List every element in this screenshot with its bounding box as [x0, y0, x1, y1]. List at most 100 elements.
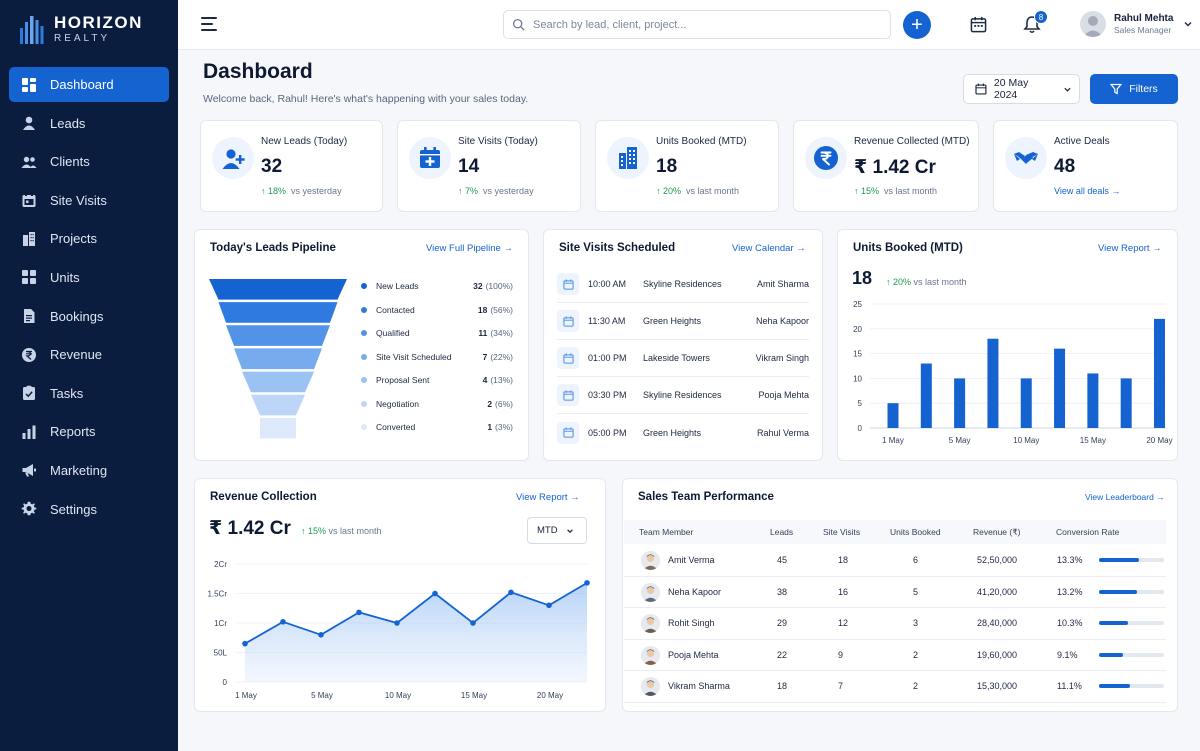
filters-button[interactable]: Filters [1090, 74, 1178, 104]
revenue-point[interactable] [470, 620, 476, 626]
visit-row[interactable]: 05:00 PM Green Heights Rahul Verma [557, 414, 809, 451]
stat-label: Revenue Collected (MTD) [854, 136, 970, 147]
sidebar-item-label: Bookings [50, 308, 104, 324]
sidebar-item-site-visits[interactable]: Site Visits [9, 183, 169, 218]
visit-row[interactable]: 03:30 PM Skyline Residences Pooja Mehta [557, 377, 809, 414]
sidebar-item-marketing[interactable]: Marketing [9, 453, 169, 488]
avatar [641, 614, 660, 634]
x-tick-label: 15 May [1080, 436, 1106, 445]
revenue-point[interactable] [546, 602, 552, 609]
y-tick-label: 50L [214, 649, 228, 658]
revenue-title: Revenue Collection [210, 491, 317, 503]
revenue-point[interactable] [356, 609, 362, 616]
date-picker[interactable]: 20 May 2024 [963, 74, 1080, 104]
x-tick-label: 5 May [949, 436, 971, 445]
member-revenue: 52,50,000 [977, 555, 1018, 565]
visit-project: Green Heights [643, 427, 702, 438]
revenue-point[interactable] [318, 632, 324, 638]
view-leaderboard-link[interactable]: View Leaderboard → [1085, 492, 1165, 502]
stage-count: 18 [477, 304, 488, 315]
member-revenue: 41,20,000 [977, 586, 1018, 597]
sidebar-item-bookings[interactable]: Bookings [9, 299, 169, 334]
units-bar[interactable] [887, 403, 899, 428]
units-bar-chart: 0 5 10 15 20 25 1 May 5 May 10 May 15 May 20 May [853, 300, 1173, 445]
table-row[interactable]: Vikram Sharma 18 7 2 15,30,000 11.1% [624, 671, 1166, 703]
sidebar-item-revenue[interactable]: Revenue [9, 337, 169, 372]
brand-logo[interactable]: HORIZON REALTY [20, 14, 143, 44]
visit-row[interactable]: 11:30 AM Green Heights Neha Kapoor [557, 303, 809, 340]
units-bar[interactable] [1087, 373, 1099, 428]
table-row[interactable]: Neha Kapoor 38 16 5 41,20,000 13.2% [624, 577, 1166, 609]
units-bar[interactable] [1054, 348, 1066, 428]
sidebar-item-reports[interactable]: Reports [9, 414, 169, 449]
table-row[interactable]: Amit Verma 45 18 6 52,50,000 13.3% [624, 545, 1166, 577]
pipeline-legend-item: New Leads 32 (100%) [361, 281, 513, 291]
units-bar[interactable] [1020, 378, 1032, 428]
add-new-button[interactable]: + [903, 11, 931, 39]
units-bar[interactable] [1153, 318, 1165, 428]
visit-person: Neha Kapoor [755, 316, 809, 326]
brand-name: HORIZON [54, 13, 143, 32]
column-header: Site Visits [823, 527, 861, 537]
revenue-point[interactable] [508, 589, 514, 596]
x-tick-label: 10 May [385, 691, 411, 700]
revenue-view-report-link[interactable]: View Report → [516, 492, 580, 503]
view-all-deals-link[interactable]: View all deals → [1054, 186, 1121, 196]
visit-project: Skyline Residences [643, 279, 722, 289]
sidebar: HORIZON REALTY Dashboard Leads Clients Site… [0, 0, 178, 751]
rupee-icon [805, 137, 847, 179]
revenue-line [244, 582, 588, 645]
sidebar-item-label: Marketing [50, 462, 108, 478]
member-name: Vikram Sharma [668, 681, 730, 692]
units-bar[interactable] [954, 378, 966, 428]
sidebar-item-settings[interactable]: Settings [9, 492, 169, 527]
visit-project: Green Heights [643, 316, 702, 326]
units-bar[interactable] [920, 363, 932, 428]
sidebar-item-tasks[interactable]: Tasks [9, 376, 169, 411]
search-box[interactable] [503, 10, 891, 39]
sidebar-item-dashboard[interactable]: Dashboard [9, 67, 169, 102]
revenue-point[interactable] [394, 620, 400, 626]
revenue-point[interactable] [242, 640, 248, 647]
sidebar-item-clients[interactable]: Clients [9, 144, 169, 179]
units-view-report-link[interactable]: View Report → [1098, 243, 1162, 254]
view-full-pipeline-link[interactable]: View Full Pipeline → [426, 243, 513, 254]
y-tick-label: 25 [853, 300, 862, 309]
x-tick-label: 1 May [235, 691, 257, 700]
stat-label: Active Deals [1054, 136, 1110, 147]
conversion-bar-fill [1099, 589, 1137, 594]
member-name: Neha Kapoor [668, 586, 722, 597]
x-tick-label: 1 May [882, 436, 904, 445]
stat-change: ↑ 15% vs last month [854, 186, 938, 196]
pipeline-legend-item: Negotiation 2 (6%) [361, 399, 513, 409]
revenue-point[interactable] [432, 590, 438, 597]
pipeline-legend-item: Site Visit Scheduled 7 (22%) [361, 352, 513, 362]
y-tick-label: 0 [858, 424, 863, 433]
sidebar-item-projects[interactable]: Projects [9, 221, 169, 256]
search-input[interactable] [533, 18, 873, 31]
stat-label: Site Visits (Today) [458, 136, 538, 147]
user-menu[interactable]: Rahul Mehta Sales Manager [1080, 11, 1193, 37]
table-row[interactable]: Pooja Mehta 22 9 2 19,60,000 9.1% [624, 640, 1166, 672]
funnel-stage [242, 371, 314, 393]
calendar-icon[interactable] [970, 16, 987, 33]
revenue-point[interactable] [280, 619, 286, 625]
sidebar-item-units[interactable]: Units [9, 260, 169, 295]
view-calendar-link[interactable]: View Calendar → [732, 243, 806, 254]
visit-row[interactable]: 10:00 AM Skyline Residences Amit Sharma [557, 266, 809, 303]
calendar-icon [557, 310, 579, 332]
sidebar-item-leads[interactable]: Leads [9, 106, 169, 141]
period-select[interactable]: MTD [527, 517, 587, 544]
units-bar[interactable] [1120, 378, 1132, 428]
menu-toggle-icon[interactable] [201, 17, 217, 31]
x-tick-label: 5 May [311, 691, 333, 700]
grid-icon [20, 268, 38, 286]
stage-percent: (6%) [495, 398, 513, 409]
table-row[interactable]: Rohit Singh 29 12 3 28,40,000 10.3% [624, 608, 1166, 640]
avatar [641, 645, 660, 665]
units-bar[interactable] [987, 338, 999, 428]
stage-name: Site Visit Scheduled [376, 351, 452, 362]
visit-row[interactable]: 01:00 PM Lakeside Towers Vikram Singh [557, 340, 809, 377]
legend-dot [361, 400, 367, 407]
revenue-point[interactable] [584, 580, 590, 586]
